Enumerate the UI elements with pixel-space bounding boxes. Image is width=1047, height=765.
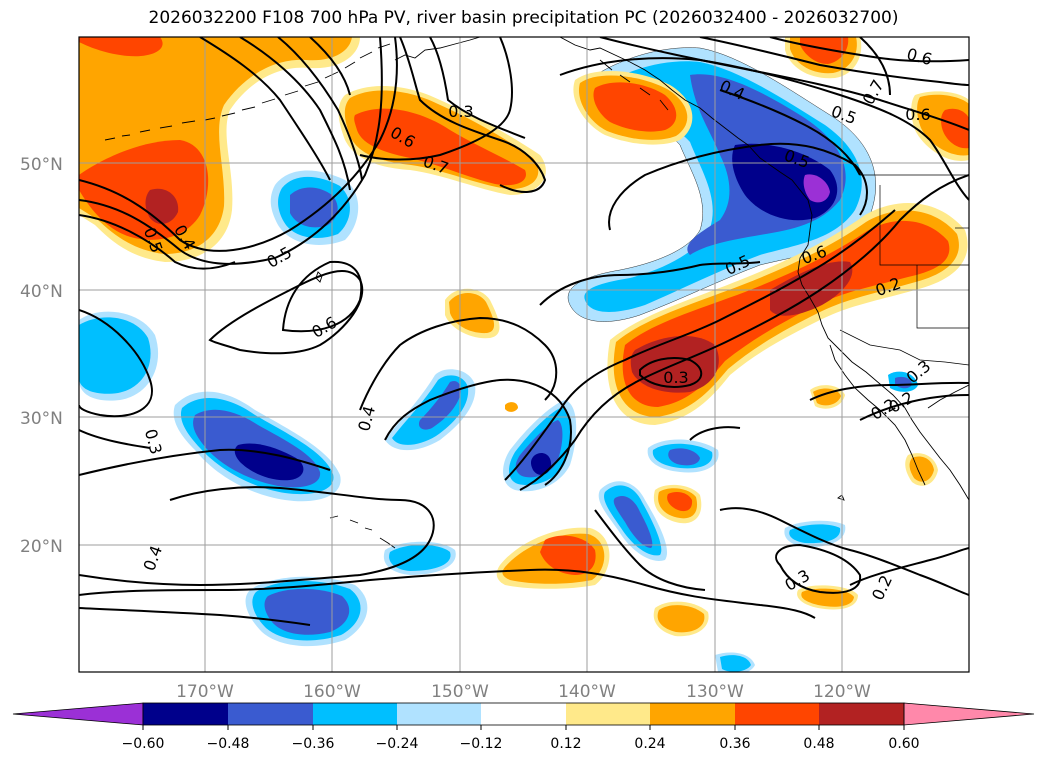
colorbar-tick: −0.24: [376, 736, 419, 752]
lat-label: 50°N: [20, 155, 63, 175]
colorbar-tick: −0.36: [292, 736, 335, 752]
colorbar-segment: [650, 703, 735, 725]
colorbar-tick: 0.48: [803, 736, 834, 752]
colorbar-extend-low: [12, 702, 144, 726]
colorbar-tick: 0.60: [888, 736, 919, 752]
lat-label: 40°N: [20, 282, 63, 302]
colorbar-segment: [735, 703, 819, 725]
lon-label: 130°W: [686, 682, 744, 702]
colorbar-segment: [143, 703, 228, 725]
longitude-labels: 170°W 160°W 150°W 140°W 130°W 120°W: [176, 682, 871, 702]
lon-label: 150°W: [431, 682, 489, 702]
colorbar: −0.60 −0.48 −0.36 −0.24 −0.12 0.12 0.24 …: [12, 702, 1035, 752]
colorbar-segment: [313, 703, 397, 725]
colorbar-segment: [397, 703, 481, 725]
map-frame: [78, 36, 970, 673]
contour-label: 0.3: [663, 368, 688, 387]
positive-pc-shading: [79, 37, 969, 637]
colorbar-segment: [228, 703, 313, 725]
lon-label: 170°W: [176, 682, 234, 702]
map-area: 0.3 0.6 0.7 0.4 0.5 0.6 0.5 0.7 0.6 0.5 …: [79, 37, 969, 672]
colorbar-segment: [819, 703, 904, 725]
latitude-labels: 50°N 40°N 30°N 20°N: [20, 155, 63, 557]
colorbar-tick: 0.24: [634, 736, 665, 752]
colorbar-tick: −0.48: [207, 736, 250, 752]
lon-label: 120°W: [813, 682, 871, 702]
colorbar-tick: 0.36: [719, 736, 750, 752]
colorbar-tick: −0.12: [460, 736, 503, 752]
pv-contours: [79, 37, 969, 626]
colorbar-tick: −0.60: [122, 736, 165, 752]
colorbar-segment: [481, 703, 566, 725]
colorbar-extend-high: [903, 702, 1035, 726]
lat-label: 20°N: [20, 537, 63, 557]
lon-label: 140°W: [558, 682, 616, 702]
colorbar-segment: [566, 703, 650, 725]
colorbar-tick: 0.12: [550, 736, 581, 752]
contour-label: 0.6: [905, 105, 930, 124]
map-title: 2026032200 F108 700 hPa PV, river basin …: [148, 8, 899, 28]
lat-label: 30°N: [20, 409, 63, 429]
contour-label: 0.3: [448, 102, 473, 121]
lon-label: 160°W: [303, 682, 361, 702]
